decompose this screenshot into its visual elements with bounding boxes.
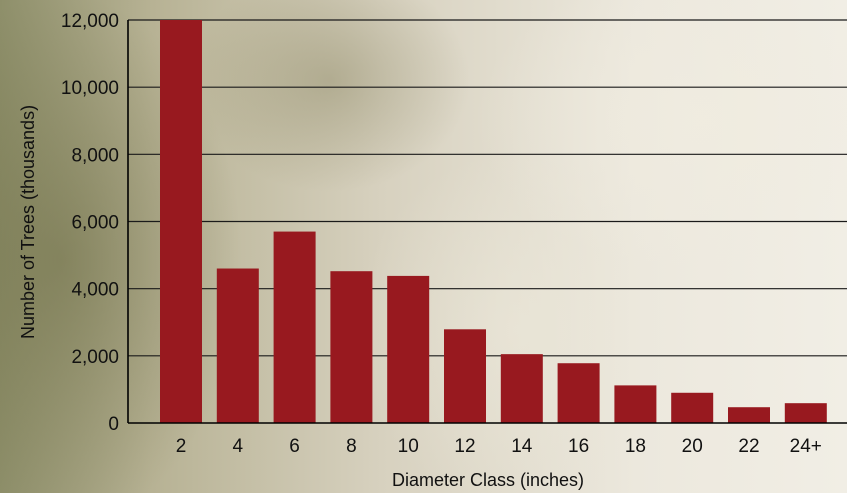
x-tick-label: 8 <box>346 436 357 457</box>
bar-24+ <box>784 403 827 423</box>
y-tick-label: 6,000 <box>71 213 119 234</box>
x-tick-label: 16 <box>568 436 589 457</box>
y-tick-labels: 0 2,000 4,000 6,000 8,000 10,000 12,000 <box>61 11 119 435</box>
bar-2 <box>160 20 202 423</box>
bar-18 <box>614 385 657 423</box>
bar-10 <box>387 275 430 423</box>
x-tick-label: 22 <box>738 436 759 457</box>
y-axis-title: Number of Trees (thousands) <box>18 105 38 339</box>
bar-16 <box>557 363 600 423</box>
x-axis-title: Diameter Class (inches) <box>392 470 584 490</box>
x-tick-label: 20 <box>682 436 703 457</box>
bar-20 <box>671 392 714 423</box>
x-tick-label: 12 <box>454 436 475 457</box>
x-tick-label: 14 <box>511 436 533 457</box>
x-tick-label: 6 <box>289 436 300 457</box>
bar-14 <box>500 354 543 423</box>
bar-8 <box>330 271 373 423</box>
x-tick-label: 4 <box>233 436 244 457</box>
bar-4 <box>216 268 259 423</box>
y-tick-label: 2,000 <box>71 347 119 368</box>
x-tick-label: 2 <box>176 436 187 457</box>
y-tick-label: 12,000 <box>61 11 119 32</box>
x-tick-label: 18 <box>625 436 646 457</box>
y-tick-label: 8,000 <box>71 145 119 166</box>
x-tick-label: 10 <box>398 436 419 457</box>
bar-22 <box>728 407 770 423</box>
bar-12 <box>444 329 486 423</box>
bar-6 <box>273 231 316 423</box>
x-tick-labels: 2 4 6 8 10 12 14 16 18 20 22 24+ <box>176 436 822 457</box>
bars <box>160 20 827 423</box>
y-tick-label: 0 <box>108 414 119 435</box>
axes <box>127 20 847 424</box>
y-tick-label: 10,000 <box>61 78 119 99</box>
x-tick-label: 24+ <box>790 436 822 457</box>
y-tick-label: 4,000 <box>71 280 119 301</box>
